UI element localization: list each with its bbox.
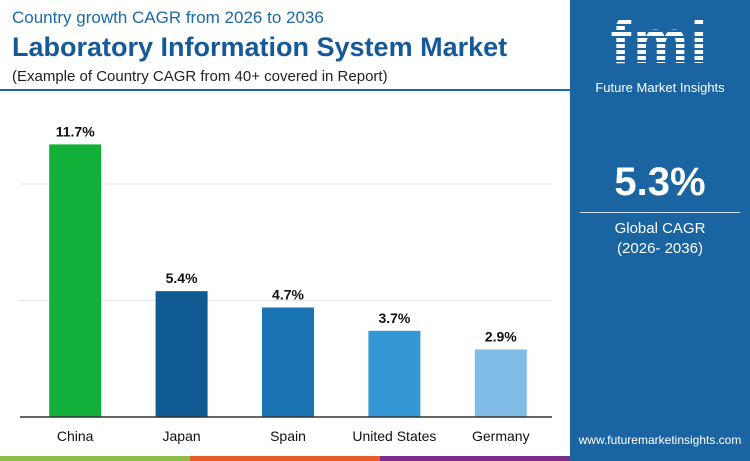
x-tick-label: Japan (163, 428, 201, 444)
stripe-purple (380, 456, 570, 461)
stripe-green (0, 456, 190, 461)
x-tick-label: Spain (270, 428, 306, 444)
global-cagr-period: (2026- 2036) (617, 240, 703, 257)
stripe-orange (190, 456, 380, 461)
data-label: 2.9% (485, 328, 517, 344)
bar-germany (474, 349, 527, 417)
fmi-logo: fmi (570, 8, 750, 78)
side-panel: fmi Future Market Insights 5.3% Global C… (570, 0, 750, 461)
bar-spain (262, 307, 314, 417)
global-cagr-label: Global CAGR (614, 220, 706, 237)
x-tick-label: Germany (472, 428, 530, 444)
global-cagr-value: 5.3% (614, 160, 706, 204)
divider (0, 89, 570, 91)
chart-subtitle: (Example of Country CAGR from 40+ covere… (12, 68, 388, 85)
x-tick-label: China (57, 428, 94, 444)
data-label: 11.7% (56, 123, 95, 139)
website-url: www.futuremarketinsights.com (578, 433, 742, 447)
bar-united-states (368, 330, 421, 417)
brand-name: Future Market Insights (595, 80, 725, 95)
chart-title: Laboratory Information System Market (12, 32, 508, 62)
data-label: 3.7% (378, 310, 410, 326)
bar-china (49, 144, 102, 417)
data-label: 4.7% (272, 286, 304, 302)
data-label: 5.4% (166, 270, 198, 286)
panel-divider (580, 212, 740, 213)
chart-kicker: Country growth CAGR from 2026 to 2036 (12, 8, 324, 27)
bar-japan (155, 291, 208, 417)
bar-chart: 11.7% China 5.4% Japan 4.7% Spain 3.7% United S… (20, 123, 552, 444)
x-tick-label: United States (352, 428, 436, 444)
